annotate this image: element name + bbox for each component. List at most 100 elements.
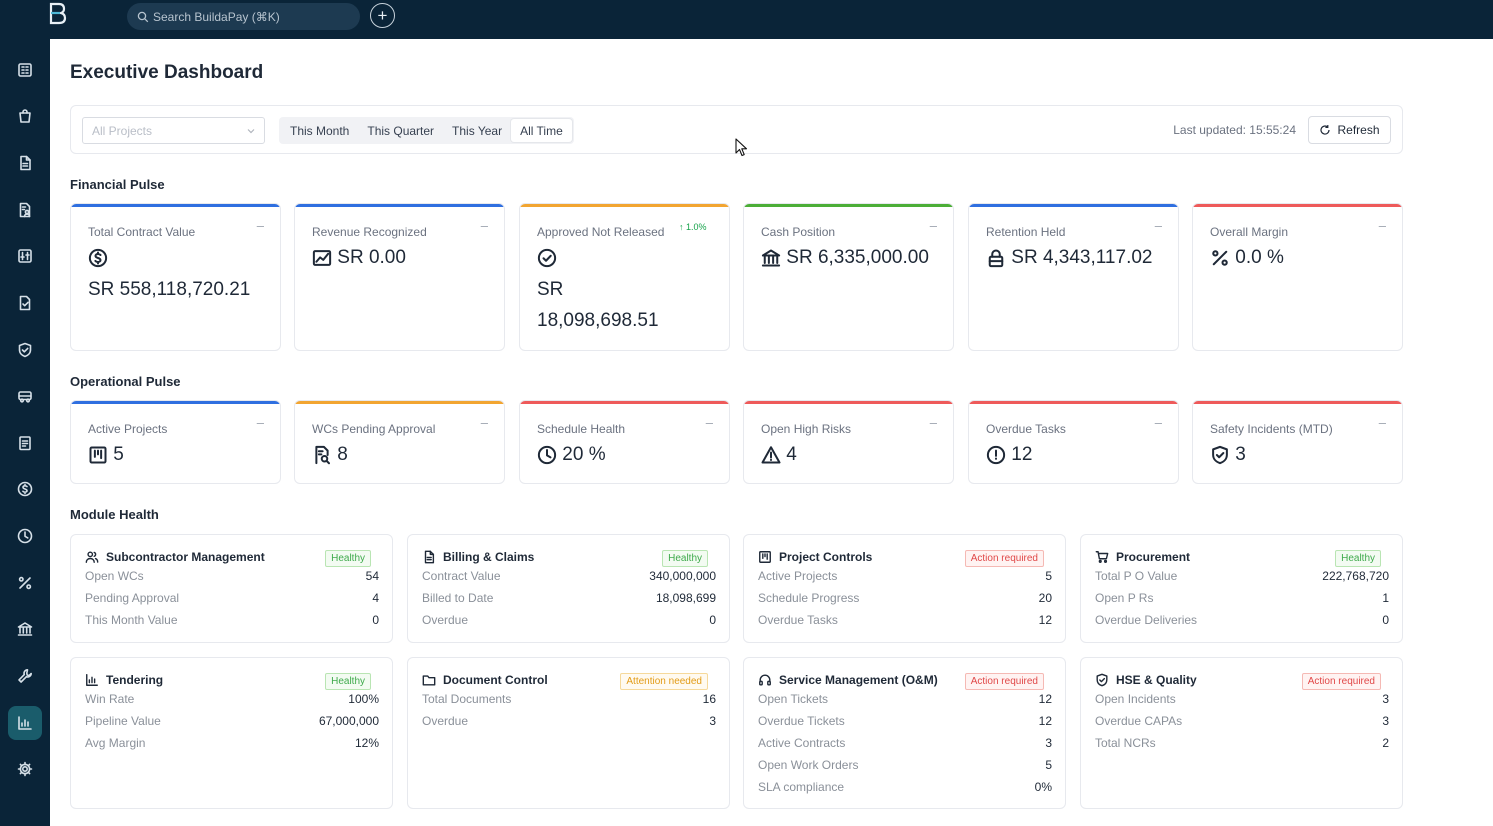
search-input[interactable]: Search BuildaPay (⌘K) [127, 3, 360, 30]
sidebar-item-shopping-bag[interactable] [8, 99, 42, 133]
kpi-value: SR 0.00 [337, 247, 406, 268]
module-card-project-controls[interactable]: Project Controls Action required Active Pr… [743, 534, 1066, 643]
kpi-card: Cash Position – SR 6,335,000.00 [743, 203, 954, 351]
kpi-value-row: 12 [986, 439, 1032, 471]
add-button[interactable]: + [370, 3, 395, 28]
metric-label: Pending Approval [85, 591, 180, 605]
kanban-icon [759, 551, 771, 563]
module-header: Document Control [422, 673, 548, 687]
metric-label: Overdue Deliveries [1095, 613, 1198, 627]
module-header: Subcontractor Management [85, 550, 265, 564]
kpi-card: WCs Pending Approval – 8 [294, 400, 505, 484]
metric-label: Overdue Tasks [758, 613, 838, 627]
metric-value: 12 [1038, 692, 1052, 706]
kpi-collapse-button[interactable]: – [929, 218, 937, 233]
kpi-collapse-button[interactable]: – [480, 415, 488, 430]
module-card-hse-quality[interactable]: HSE & Quality Action required Open Inciden… [1080, 657, 1403, 809]
kpi-label: Open High Risks [761, 422, 852, 436]
sidebar-item-dollar-circle[interactable] [8, 472, 42, 506]
kpi-card: Active Projects – 5 [70, 400, 281, 484]
kpi-label: Cash Position [761, 225, 836, 239]
kpi-label: Safety Incidents (MTD) [1210, 422, 1333, 436]
mouse-cursor [735, 138, 748, 157]
module-metric-row: Schedule Progress 20 [758, 591, 1052, 607]
module-metric-row: Overdue Tasks 12 [758, 613, 1052, 629]
kpi-collapse-button[interactable]: – [1154, 218, 1162, 233]
kpi-collapse-button[interactable]: – [256, 218, 264, 233]
kpi-value-row: 8 [312, 439, 348, 471]
metric-value: 67,000,000 [318, 714, 379, 728]
module-metric-row: Active Projects 5 [758, 569, 1052, 585]
kpi-accent-bar [295, 204, 504, 207]
kpi-collapse-button[interactable]: – [929, 415, 937, 430]
kpi-value: 3 [1235, 444, 1246, 465]
last-updated-text: Last updated: 15:55:24 [1173, 123, 1296, 137]
sidebar-item-bank[interactable] [8, 612, 42, 646]
metric-value: 0 [1382, 613, 1389, 627]
metric-label: Total NCRs [1095, 736, 1156, 750]
metric-value: 340,000,000 [649, 569, 716, 583]
kpi-collapse-button[interactable]: – [1378, 218, 1386, 233]
refresh-button[interactable]: Refresh [1308, 116, 1391, 144]
status-badge: Healthy [325, 673, 371, 690]
kpi-value: 20 % [562, 444, 606, 465]
module-card-tendering[interactable]: Tendering Healthy Win Rate 100% Pipeline Val… [70, 657, 393, 809]
project-select[interactable]: All Projects [82, 117, 265, 144]
kpi-accent-bar [1193, 401, 1402, 404]
sidebar-item-bar-chart[interactable] [8, 706, 42, 740]
folder-icon [422, 675, 436, 686]
kpi-collapse-button[interactable]: – [480, 218, 488, 233]
sidebar-item-shield-check[interactable] [8, 333, 42, 367]
clock-icon [17, 528, 33, 544]
tab-this-month[interactable]: This Month [290, 123, 350, 138]
sidebar-item-file-user[interactable] [8, 193, 42, 227]
kpi-value-row: 5 [88, 439, 124, 471]
top-bar: Search BuildaPay (⌘K) + [0, 0, 1493, 39]
sidebar-item-truck[interactable] [8, 379, 42, 413]
refresh-label: Refresh [1337, 123, 1380, 137]
kpi-collapse-button[interactable]: – [1378, 415, 1386, 430]
status-badge: Healthy [662, 550, 708, 567]
sidebar-item-clock[interactable] [8, 519, 42, 553]
sidebar-item-calculator[interactable] [8, 53, 42, 87]
warning-triangle-icon [761, 446, 781, 464]
sidebar-item-file-check[interactable] [8, 286, 42, 320]
metric-label: Billed to Date [422, 591, 494, 605]
clipboard-icon [19, 436, 31, 451]
kpi-collapse-button[interactable]: – [1154, 415, 1162, 430]
tab-all-time[interactable]: All Time [511, 119, 572, 142]
kpi-card: Open High Risks – 4 [743, 400, 954, 484]
module-card-subcontractor-management[interactable]: Subcontractor Management Healthy Open WCs 5… [70, 534, 393, 643]
sidebar-item-sliders[interactable] [8, 239, 42, 273]
module-card-procurement[interactable]: Procurement Healthy Total P O Value 222,768… [1080, 534, 1403, 643]
tab-this-quarter[interactable]: This Quarter [367, 123, 435, 138]
module-card-billing-claims[interactable]: Billing & Claims Healthy Contract Value 340… [407, 534, 730, 643]
module-header: Service Management (O&M) [758, 673, 938, 687]
status-badge: Healthy [1335, 550, 1381, 567]
module-header: Procurement [1095, 550, 1190, 564]
kpi-value: 18,098,698.51 [537, 310, 659, 331]
metric-label: Open Incidents [1095, 692, 1176, 706]
module-card-document-control[interactable]: Document Control Attention needed Total Do… [407, 657, 730, 809]
metric-label: Schedule Progress [758, 591, 860, 605]
kpi-collapse-button[interactable]: – [705, 415, 713, 430]
kpi-card: Safety Incidents (MTD) – 3 [1192, 400, 1403, 484]
metric-label: Overdue Tickets [758, 714, 845, 728]
sidebar-item-gear[interactable] [8, 752, 42, 786]
shield-check-icon [1096, 673, 1108, 687]
sidebar-item-document[interactable] [8, 146, 42, 180]
metric-value: 3 [1045, 736, 1052, 750]
sidebar-item-clipboard[interactable] [8, 426, 42, 460]
metric-label: Open Work Orders [758, 758, 859, 772]
metric-value: 0% [1034, 780, 1052, 794]
buildapay-logo[interactable] [48, 2, 68, 26]
tab-this-year[interactable]: This Year [452, 123, 503, 138]
sidebar-item-wrench[interactable] [8, 659, 42, 693]
module-card-service-management-o-m[interactable]: Service Management (O&M) Action required O… [743, 657, 1066, 809]
truck-icon [18, 391, 32, 403]
gear-icon [17, 761, 33, 777]
kpi-collapse-button[interactable]: – [256, 415, 264, 430]
module-title: Service Management (O&M) [779, 673, 938, 687]
shield-check-icon [18, 342, 32, 358]
sidebar-item-percent[interactable] [8, 566, 42, 600]
